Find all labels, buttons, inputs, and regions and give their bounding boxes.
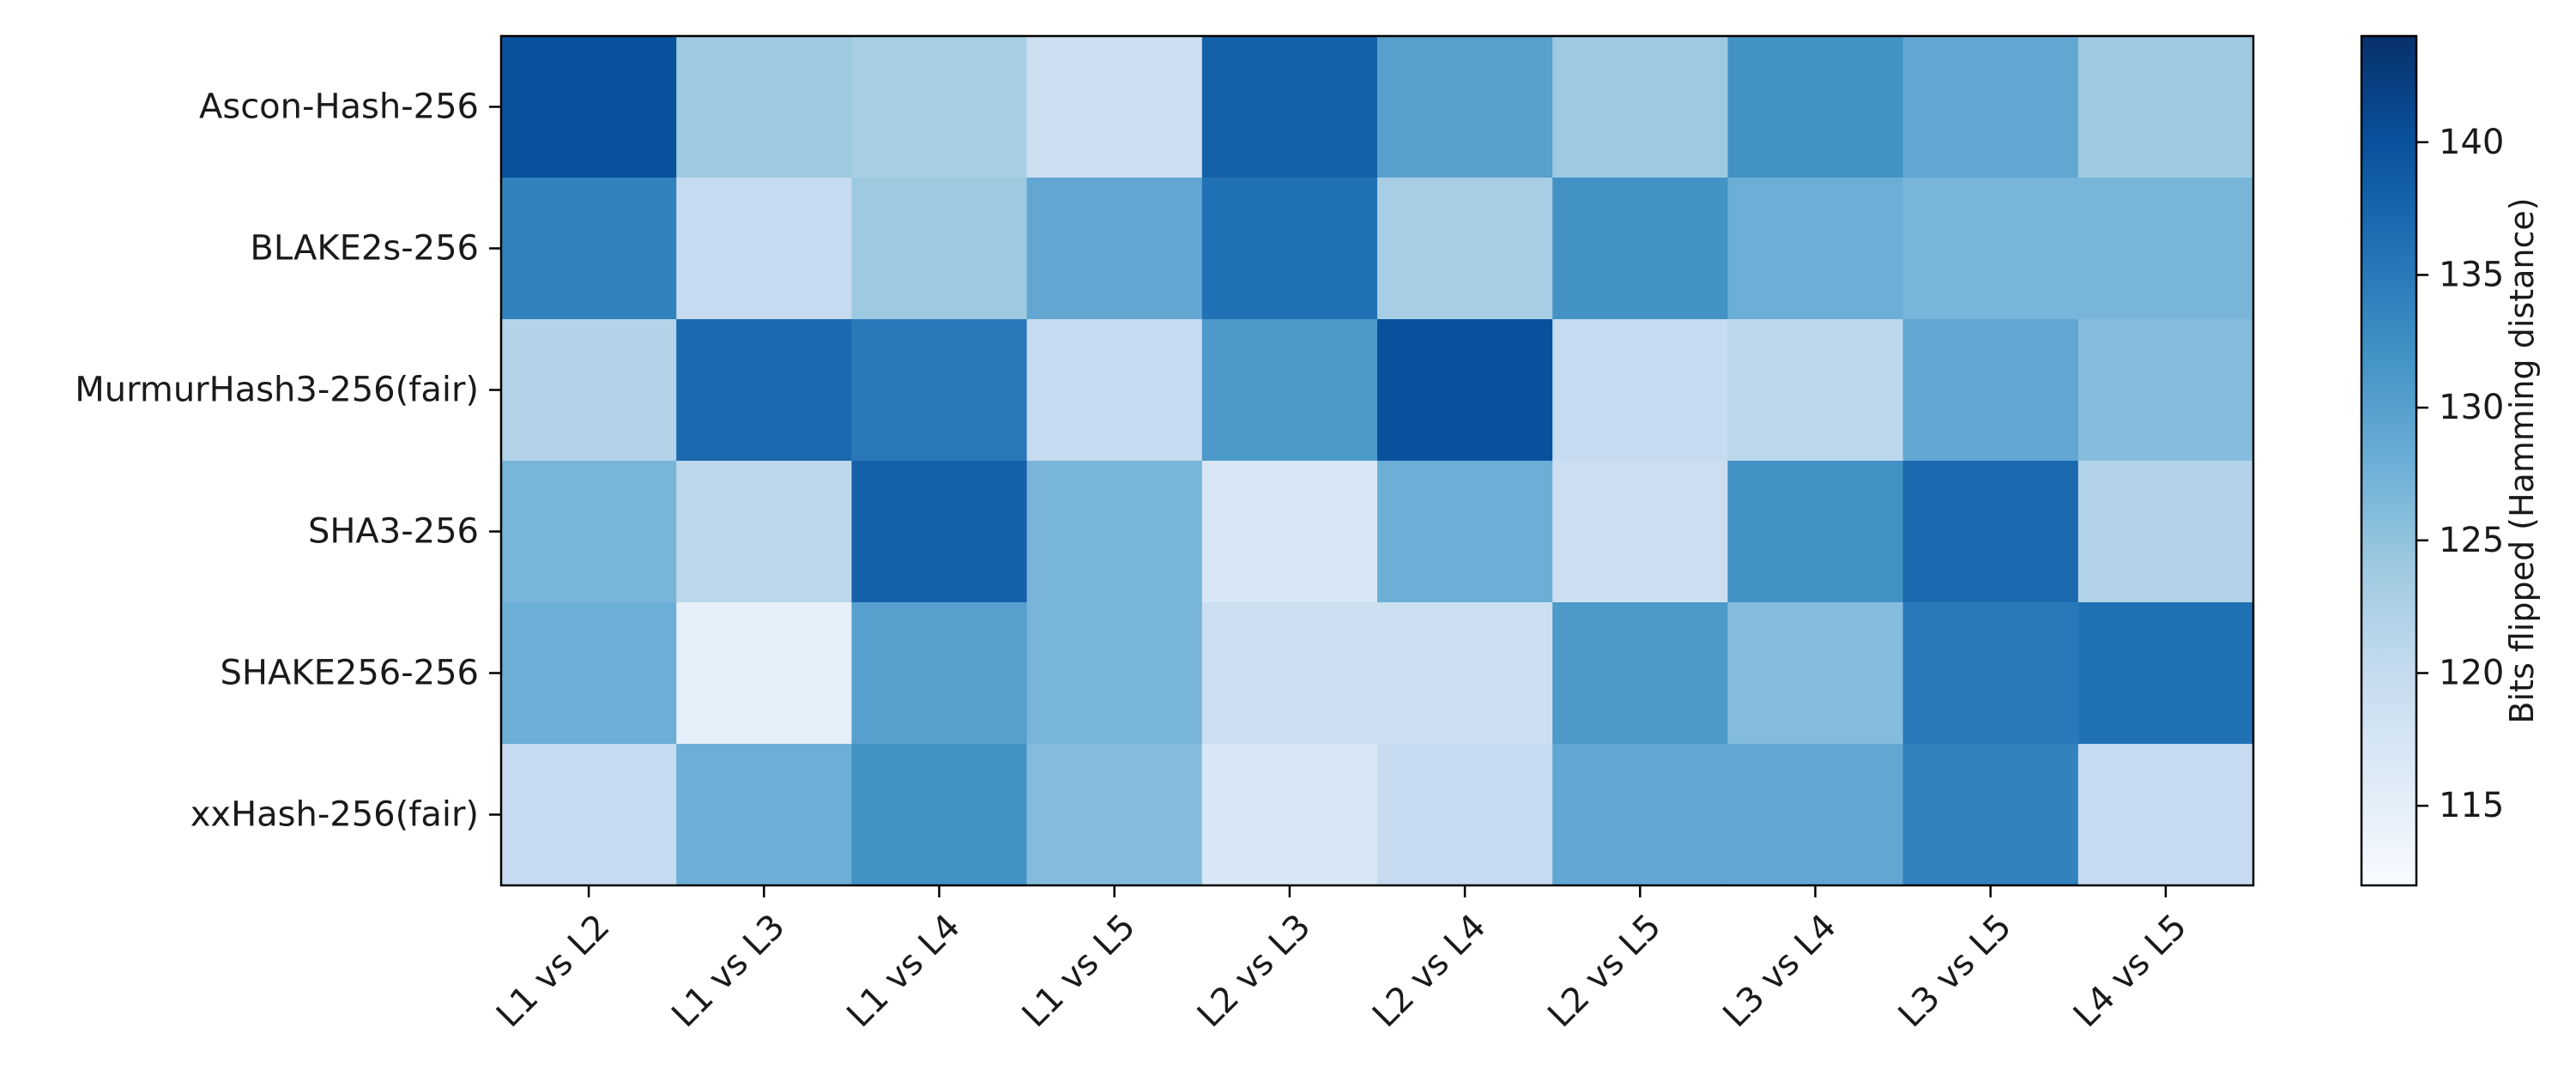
- heatmap-cell: [851, 461, 1028, 603]
- heatmap-cell: [1902, 744, 2079, 886]
- heatmap-cell: [501, 744, 677, 886]
- colorbar-tick-label: 140: [2439, 123, 2504, 162]
- heatmap-cell: [2077, 602, 2254, 745]
- heatmap-cell: [1902, 178, 2079, 320]
- heatmap-cell: [851, 602, 1028, 745]
- heatmap-cell: [1201, 744, 1378, 886]
- heatmap-cells: [501, 36, 2254, 886]
- heatmap-cell: [1026, 178, 1203, 320]
- heatmap-cell: [1727, 36, 1904, 178]
- y-tick-label: SHA3-256: [308, 512, 479, 552]
- y-axis: Ascon-Hash-256 BLAKE2s-256 MurmurHash3-256…: [75, 88, 501, 835]
- heatmap-cell: [1377, 461, 1553, 603]
- heatmap-cell: [501, 178, 677, 320]
- heatmap-cell: [851, 36, 1028, 178]
- x-tick-label: L3 vs L5: [1891, 907, 2019, 1035]
- x-tick-label: L2 vs L3: [1190, 907, 1318, 1035]
- x-tick-label: L1 vs L3: [664, 907, 792, 1035]
- heatmap-cell: [1201, 36, 1378, 178]
- heatmap-cell: [1201, 178, 1378, 320]
- x-tick-label: L1 vs L4: [839, 907, 967, 1035]
- heatmap-cell: [1026, 602, 1203, 745]
- x-tick-label: L1 vs L2: [489, 907, 617, 1035]
- colorbar: [2360, 34, 2418, 887]
- colorbar-tick-label: 125: [2439, 521, 2504, 560]
- heatmap-cell: [1377, 36, 1553, 178]
- heatmap-cell: [501, 461, 677, 603]
- heatmap-cell: [676, 744, 852, 886]
- colorbar-tick-label: 120: [2439, 654, 2504, 693]
- colorbar-tick-label: 115: [2439, 786, 2504, 825]
- heatmap-cell: [1727, 602, 1904, 745]
- heatmap-cell: [1201, 461, 1378, 603]
- heatmap-cell: [1377, 319, 1553, 462]
- heatmap-cell: [1026, 744, 1203, 886]
- heatmap-cell: [1377, 178, 1553, 320]
- heatmap-cell: [2077, 319, 2254, 462]
- heatmap-cell: [1026, 36, 1203, 178]
- heatmap-cell: [1026, 461, 1203, 603]
- heatmap-cell: [676, 602, 852, 745]
- heatmap-cell: [1552, 602, 1728, 745]
- heatmap-cell: [1201, 602, 1378, 745]
- heatmap-cell: [851, 319, 1028, 462]
- heatmap-cell: [2077, 178, 2254, 320]
- heatmap-cell: [1552, 36, 1728, 178]
- plot-frame: [499, 34, 2255, 887]
- colorbar-ticks: 115 120 125 130 135 140: [2416, 123, 2504, 825]
- x-tick-label: L2 vs L4: [1365, 907, 1493, 1035]
- colorbar-tick-label: 130: [2439, 388, 2504, 427]
- heatmap-cell: [1727, 461, 1904, 603]
- heatmap-cell: [1377, 744, 1553, 886]
- colorbar-tick-label: 135: [2439, 255, 2504, 294]
- heatmap-cell: [1552, 178, 1728, 320]
- heatmap-cell: [676, 36, 852, 178]
- heatmap-cell: [501, 36, 677, 178]
- heatmap-cell: [501, 602, 677, 745]
- x-tick-label: L2 vs L5: [1540, 907, 1668, 1035]
- y-tick-label: BLAKE2s-256: [250, 229, 479, 269]
- heatmap-cell: [1902, 602, 2079, 745]
- heatmap-cell: [1377, 602, 1553, 745]
- y-tick-label: xxHash-256(fair): [190, 795, 479, 835]
- y-tick-label: SHAKE256-256: [221, 654, 479, 693]
- x-tick-label: L4 vs L5: [2066, 907, 2194, 1035]
- heatmap-cell: [1727, 319, 1904, 462]
- heatmap-cell: [2077, 461, 2254, 603]
- heatmap-cell: [1552, 461, 1728, 603]
- y-tick-label: MurmurHash3-256(fair): [75, 371, 479, 410]
- heatmap-cell: [676, 461, 852, 603]
- y-tick-label: Ascon-Hash-256: [199, 88, 479, 127]
- heatmap-cell: [851, 744, 1028, 886]
- heatmap-cell: [1727, 178, 1904, 320]
- heatmap-cell: [851, 178, 1028, 320]
- heatmap-cell: [1902, 36, 2079, 178]
- x-tick-label: L3 vs L4: [1715, 907, 1843, 1035]
- heatmap-cell: [676, 319, 852, 462]
- heatmap-cell: [1902, 461, 2079, 603]
- heatmap-cell: [2077, 36, 2254, 178]
- x-axis: L1 vs L2 L1 vs L3 L1 vs L4 L1 vs L5 L2 vs L3…: [489, 885, 2194, 1035]
- heatmap-cell: [501, 319, 677, 462]
- heatmap-cell: [1026, 319, 1203, 462]
- heatmap-cell: [1902, 319, 2079, 462]
- heatmap-cell: [1552, 744, 1728, 886]
- colorbar-label: Bits flipped (Hamming distance): [2503, 197, 2541, 723]
- heatmap-cell: [1727, 744, 1904, 886]
- x-tick-label: L1 vs L5: [1015, 907, 1143, 1035]
- heatmap-cell: [2077, 744, 2254, 886]
- heatmap-cell: [676, 178, 852, 320]
- heatmap-cell: [1552, 319, 1728, 462]
- heatmap-cell: [1201, 319, 1378, 462]
